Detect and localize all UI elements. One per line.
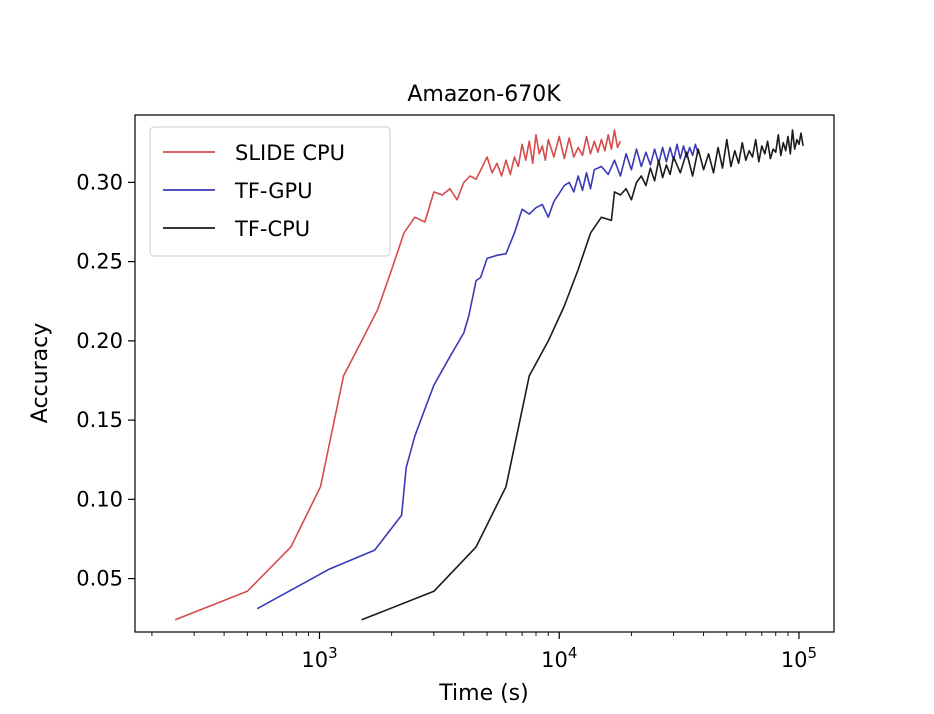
plot-lines bbox=[174, 129, 804, 621]
legend-label-2: TF-CPU bbox=[234, 217, 310, 241]
x-tick-label: 103 bbox=[301, 644, 337, 672]
legend-label-1: TF-GPU bbox=[234, 179, 313, 203]
plot-area-frame bbox=[134, 114, 835, 633]
x-axis: 103 104 105 bbox=[151, 632, 817, 672]
y-tick-label: 0.30 bbox=[76, 170, 123, 194]
legend: SLIDE CPU TF-GPU TF-CPU bbox=[149, 126, 391, 257]
y-axis: 0.05 0.10 0.15 0.20 0.25 0.30 bbox=[76, 170, 135, 591]
y-tick-label: 0.20 bbox=[76, 329, 123, 353]
legend-box bbox=[149, 126, 391, 257]
y-tick-label: 0.05 bbox=[76, 567, 123, 591]
legend-label-0: SLIDE CPU bbox=[235, 141, 345, 165]
series-line-0 bbox=[174, 129, 622, 621]
y-tick-label: 0.10 bbox=[76, 487, 123, 511]
series-line-2 bbox=[361, 129, 804, 621]
x-axis-title: Time (s) bbox=[438, 681, 528, 706]
chart-title: Amazon-670K bbox=[407, 82, 561, 107]
x-tick-label: 104 bbox=[541, 644, 577, 672]
series-line-1 bbox=[256, 143, 699, 610]
y-tick-label: 0.25 bbox=[76, 250, 123, 274]
x-tick-label: 105 bbox=[781, 644, 817, 672]
y-tick-label: 0.15 bbox=[76, 408, 123, 432]
y-axis-title: Accuracy bbox=[28, 323, 53, 423]
